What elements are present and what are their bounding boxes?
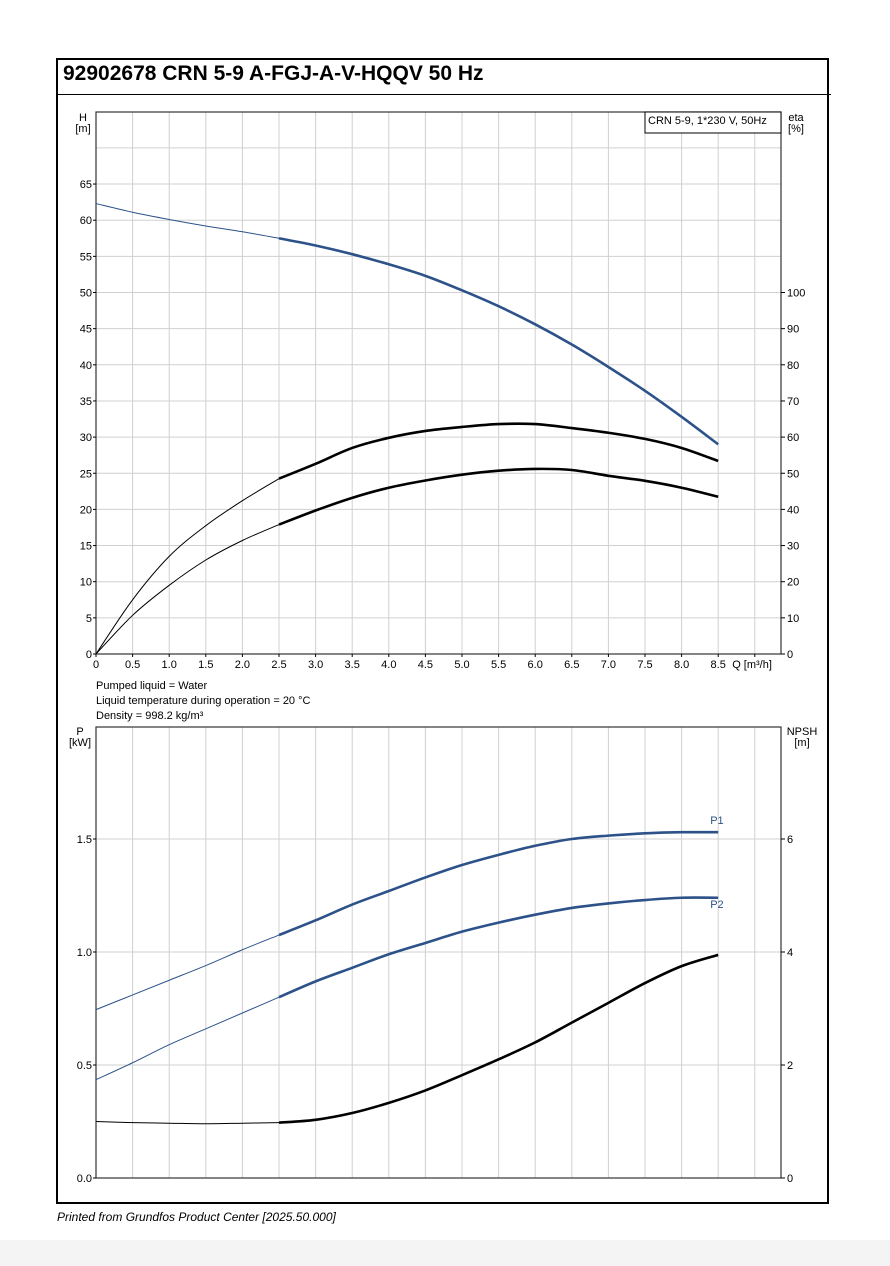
curve-p2-thin bbox=[95, 996, 280, 1081]
y-tick-label: 15 bbox=[80, 541, 92, 553]
legend-text: CRN 5-9, 1*230 V, 50Hz bbox=[648, 115, 767, 127]
y2-tick-label: 0 bbox=[787, 1173, 793, 1185]
p2-curve-label: P2 bbox=[710, 899, 723, 911]
x-tick-label: 6.0 bbox=[528, 659, 543, 671]
x-tick-label: 3.5 bbox=[345, 659, 360, 671]
y2-tick-label: 70 bbox=[787, 396, 799, 408]
y-tick-label: 25 bbox=[80, 468, 92, 480]
density-text: Density = 998.2 kg/m³ bbox=[96, 710, 204, 722]
y-tick-label: 1.5 bbox=[77, 834, 92, 846]
y-axis-label: H [m] bbox=[75, 112, 90, 135]
curve-npsh-duty bbox=[278, 953, 719, 1124]
x-tick-label: 2.5 bbox=[271, 659, 286, 671]
x-tick-label: 5.5 bbox=[491, 659, 506, 671]
x-tick-label: 6.5 bbox=[564, 659, 579, 671]
x-axis-label: Q [m³/h] bbox=[732, 659, 772, 671]
x-tick-label: 7.5 bbox=[637, 659, 652, 671]
liquid-temperature-text: Liquid temperature during operation = 20… bbox=[96, 695, 311, 707]
y2-tick-label: 0 bbox=[787, 649, 793, 661]
page-frame bbox=[56, 58, 829, 1204]
y-tick-label: 65 bbox=[80, 179, 92, 191]
y2-tick-label: 40 bbox=[787, 504, 799, 516]
x-tick-label: 0 bbox=[93, 659, 99, 671]
y2-tick-label: 50 bbox=[787, 468, 799, 480]
y-tick-label: 0 bbox=[86, 649, 92, 661]
y2-tick-label: 80 bbox=[787, 360, 799, 372]
legend-box bbox=[644, 111, 782, 134]
x-tick-label: 4.5 bbox=[418, 659, 433, 671]
y-tick-label: 45 bbox=[80, 324, 92, 336]
y-tick-label: 0.0 bbox=[77, 1173, 92, 1185]
y-tick-label: 60 bbox=[80, 215, 92, 227]
curve-eta-pump-thin bbox=[95, 478, 280, 655]
pumped-liquid-text: Pumped liquid = Water bbox=[96, 680, 208, 692]
y2-tick-label: 10 bbox=[787, 613, 799, 625]
y2-tick-label: 20 bbox=[787, 577, 799, 589]
x-tick-label: 8.5 bbox=[711, 659, 726, 671]
y2-tick-label: 100 bbox=[787, 288, 805, 300]
y2-tick-label: 60 bbox=[787, 432, 799, 444]
curve-p1-thin bbox=[95, 934, 280, 1011]
y-tick-label: 10 bbox=[80, 577, 92, 589]
y2-tick-label: 2 bbox=[787, 1060, 793, 1072]
curve-p2-duty bbox=[278, 896, 719, 999]
curve-h-thin bbox=[95, 203, 280, 239]
y2-tick-label: 30 bbox=[787, 541, 799, 553]
y2-tick-label: 90 bbox=[787, 324, 799, 336]
y-tick-label: 35 bbox=[80, 396, 92, 408]
y2-axis-label: eta [%] bbox=[788, 112, 804, 135]
y2-tick-label: 6 bbox=[787, 834, 793, 846]
y-tick-label: 30 bbox=[80, 432, 92, 444]
y2-tick-label: 4 bbox=[787, 947, 793, 959]
x-tick-label: 8.0 bbox=[674, 659, 689, 671]
x-tick-label: 0.5 bbox=[125, 659, 140, 671]
x-tick-label: 3.0 bbox=[308, 659, 323, 671]
y-tick-label: 55 bbox=[80, 251, 92, 263]
p1-curve-label: P1 bbox=[710, 815, 723, 827]
curve-eta-pump-duty bbox=[278, 422, 719, 480]
curve-h-duty bbox=[278, 236, 719, 446]
y-tick-label: 20 bbox=[80, 504, 92, 516]
x-tick-label: 4.0 bbox=[381, 659, 396, 671]
plot-area bbox=[95, 111, 782, 655]
curve-eta-total-duty bbox=[278, 467, 719, 526]
y-tick-label: 0.5 bbox=[77, 1060, 92, 1072]
x-tick-label: 2.0 bbox=[235, 659, 250, 671]
page-bottom-strip bbox=[0, 1240, 890, 1266]
title-divider bbox=[56, 94, 831, 95]
x-tick-label: 7.0 bbox=[601, 659, 616, 671]
y-tick-label: 50 bbox=[80, 288, 92, 300]
y-tick-label: 5 bbox=[86, 613, 92, 625]
y-axis-label: P [kW] bbox=[69, 726, 91, 749]
x-tick-label: 5.0 bbox=[454, 659, 469, 671]
footer-note: Printed from Grundfos Product Center [20… bbox=[57, 1210, 336, 1224]
y-tick-label: 40 bbox=[80, 360, 92, 372]
y-tick-label: 1.0 bbox=[77, 947, 92, 959]
x-tick-label: 1.0 bbox=[162, 659, 177, 671]
y2-axis-label: NPSH [m] bbox=[787, 726, 818, 749]
curve-p1-duty bbox=[278, 830, 719, 937]
page-title: 92902678 CRN 5-9 A-FGJ-A-V-HQQV 50 Hz bbox=[63, 62, 484, 85]
curve-npsh-thin bbox=[95, 1121, 280, 1125]
x-tick-label: 1.5 bbox=[198, 659, 213, 671]
curve-eta-total-thin bbox=[95, 524, 280, 655]
